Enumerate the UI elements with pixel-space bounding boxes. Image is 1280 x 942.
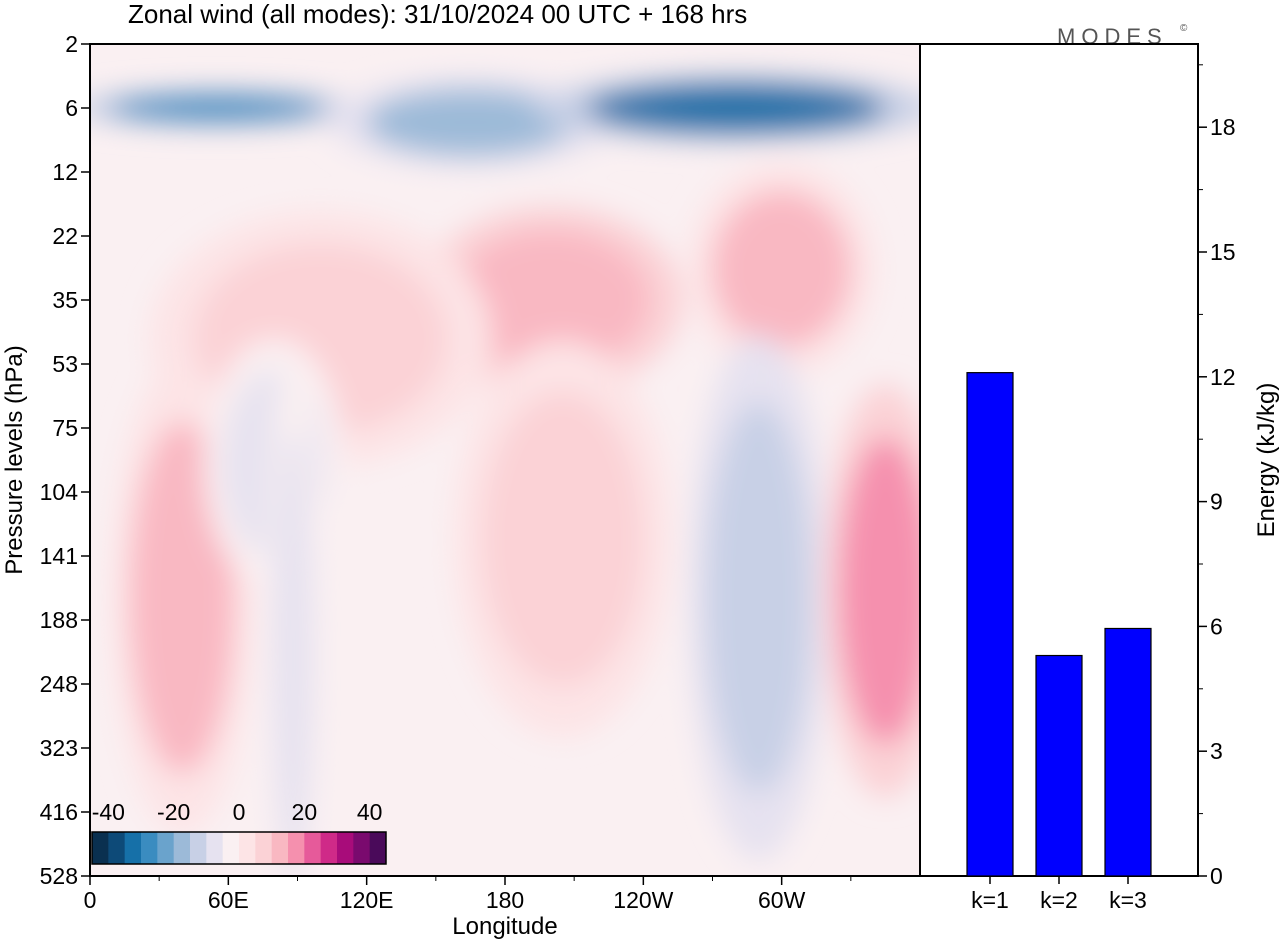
longitude-axis: 0 60E 120E 180 120W 60W <box>84 876 852 913</box>
energy-tick-label: 9 <box>1210 489 1223 515</box>
energy-axis-label: Energy (kJ/kg) <box>1253 383 1280 538</box>
y-tick-label: 104 <box>40 479 79 505</box>
colorbar-cell <box>255 832 273 864</box>
x-axis-label: Longitude <box>452 913 557 940</box>
colorbar-label: -20 <box>157 799 190 825</box>
heat-feature <box>366 89 575 156</box>
colorbar-cell <box>124 832 142 864</box>
energy-bar <box>1104 627 1152 877</box>
wavenumber-labels: k=1 k=2 k=3 <box>971 876 1147 913</box>
colorbar-cell <box>157 832 175 864</box>
energy-tick-label: 15 <box>1210 239 1236 265</box>
y-tick-label: 188 <box>40 607 78 633</box>
colorbar-label: -40 <box>92 799 125 825</box>
colorbar-frame <box>91 831 387 865</box>
colorbar-cell <box>141 832 158 864</box>
heat-feature <box>272 430 314 876</box>
bar-category-label: k=1 <box>971 887 1009 913</box>
colorbar-cell <box>271 832 289 864</box>
x-tick-label: 120W <box>613 887 673 913</box>
bar-category-label: k=3 <box>1109 887 1147 913</box>
colorbar-cell <box>369 832 387 864</box>
colorbar-cell <box>337 832 354 864</box>
x-tick-label: 60W <box>758 887 806 913</box>
energy-tick-label: 0 <box>1210 863 1223 889</box>
energy-bar-panel: 0 3 6 9 12 15 18 k=1 k=2 k=3 <box>919 43 1236 913</box>
heat-feature <box>107 94 327 122</box>
colorbar: -40 -20 0 20 40 <box>91 799 387 865</box>
x-tick-label: 120E <box>340 887 394 913</box>
y-tick-label: 323 <box>40 735 78 761</box>
colorbar-cell <box>239 832 256 864</box>
colorbar-cell <box>353 832 371 864</box>
y-tick-label: 248 <box>40 671 78 697</box>
heat-feature <box>585 82 886 134</box>
colorbar-cell <box>304 832 322 864</box>
colorbar-cell <box>190 832 207 864</box>
colorbar-cell <box>108 832 126 864</box>
colorbar-cell <box>206 832 224 864</box>
energy-tick-label: 18 <box>1210 114 1236 140</box>
y-tick-label: 6 <box>65 95 78 121</box>
colorbar-cell <box>288 832 305 864</box>
modes-logo-mark: © <box>1180 23 1188 34</box>
y-tick-label: 12 <box>52 159 78 185</box>
energy-tick-label: 3 <box>1210 738 1223 764</box>
pressure-axis: 2 6 12 22 35 53 75 104 141 188 248 323 416 528 <box>40 31 90 889</box>
x-tick-label: 180 <box>486 887 524 913</box>
energy-tick-label: 6 <box>1210 613 1223 639</box>
chart-title: Zonal wind (all modes): 31/10/2024 00 UT… <box>128 0 747 29</box>
y-tick-label: 528 <box>40 863 78 889</box>
y-tick-label: 35 <box>52 287 78 313</box>
energy-tick-label: 12 <box>1210 364 1236 390</box>
y-tick-label: 2 <box>65 31 78 57</box>
y-tick-label: 53 <box>52 351 78 377</box>
energy-bars <box>966 372 1152 877</box>
y-axis-label: Pressure levels (hPa) <box>1 345 28 574</box>
heat-feature <box>481 392 644 686</box>
heat-feature <box>453 230 650 370</box>
energy-axis: 0 3 6 9 12 15 18 <box>1198 64 1236 889</box>
heat-feature <box>130 421 235 774</box>
colorbar-cell <box>222 832 240 864</box>
colorbar-cell <box>320 832 338 864</box>
colorbar-label: 0 <box>233 799 246 825</box>
bar-category-label: k=2 <box>1040 887 1078 913</box>
colorbar-cell <box>173 832 191 864</box>
energy-bar <box>1035 654 1083 877</box>
colorbar-cells <box>92 832 387 864</box>
y-tick-label: 416 <box>40 799 78 825</box>
heatmap-panel <box>89 43 921 877</box>
colorbar-label: 40 <box>357 799 383 825</box>
y-tick-label: 75 <box>52 415 78 441</box>
heat-feature <box>712 190 851 348</box>
colorbar-label: 20 <box>292 799 318 825</box>
energy-bar <box>966 372 1014 877</box>
heat-feature <box>706 402 811 793</box>
colorbar-labels: -40 -20 0 20 40 <box>92 799 383 825</box>
x-tick-label: 60E <box>208 887 249 913</box>
colorbar-cell <box>92 832 109 864</box>
y-tick-label: 141 <box>40 543 78 569</box>
y-tick-label: 22 <box>52 223 78 249</box>
heat-feature <box>839 437 920 745</box>
heatmap-features <box>90 73 920 876</box>
x-tick-label: 0 <box>84 887 97 913</box>
